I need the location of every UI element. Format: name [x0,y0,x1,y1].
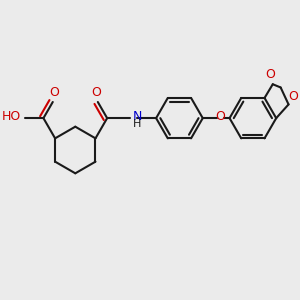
Text: O: O [215,110,225,123]
Text: O: O [49,86,59,99]
Text: H: H [133,119,141,129]
Text: O: O [265,68,275,82]
Text: N: N [133,110,142,123]
Text: HO: HO [2,110,21,123]
Text: O: O [289,90,298,103]
Text: O: O [92,86,101,99]
